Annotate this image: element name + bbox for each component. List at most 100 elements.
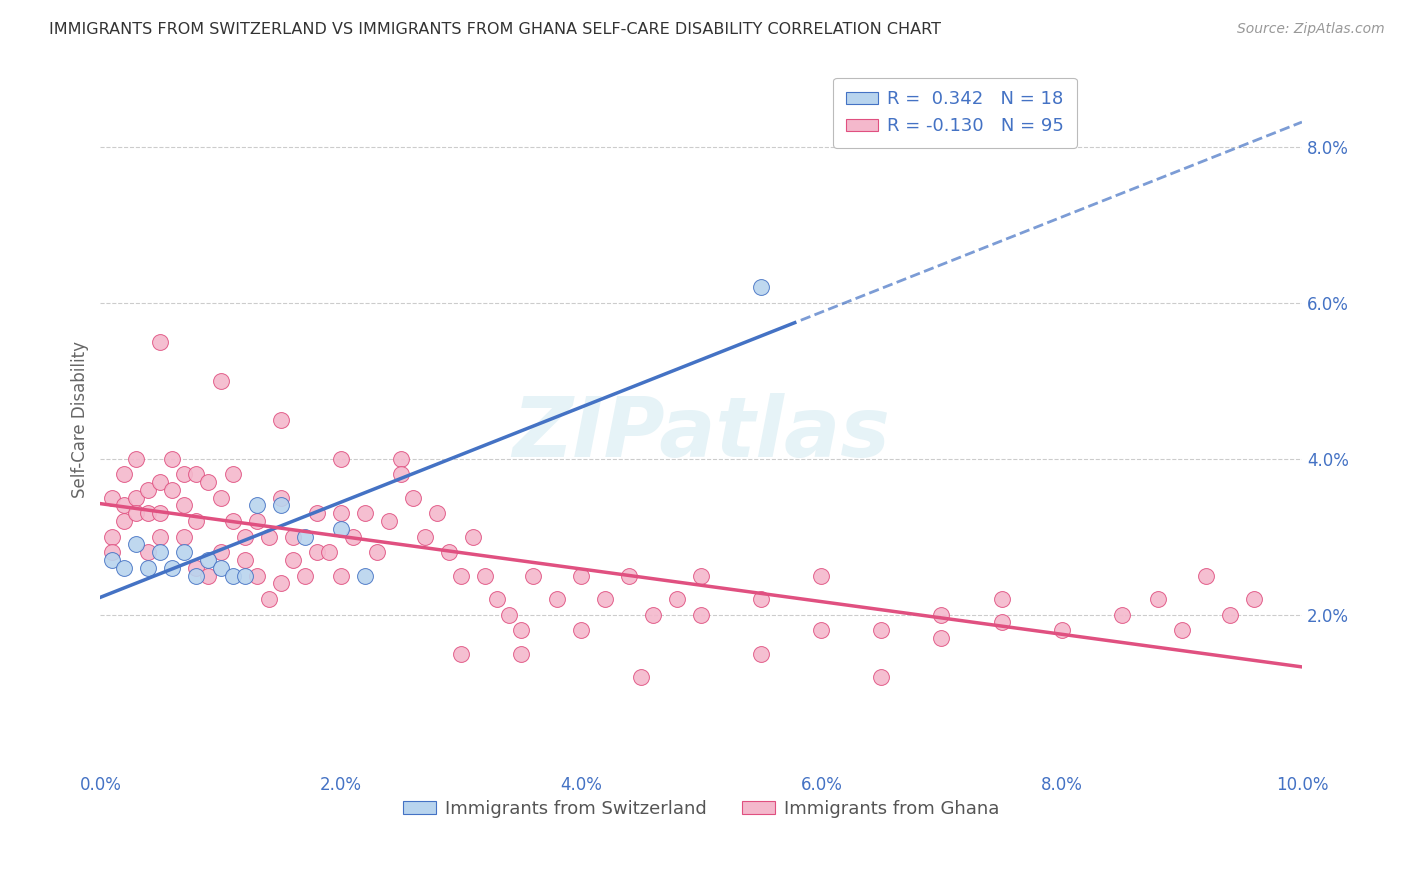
- Point: [149, 530, 172, 544]
- Point: [138, 545, 160, 559]
- Point: [294, 530, 316, 544]
- Point: [749, 647, 772, 661]
- Point: [474, 568, 496, 582]
- Point: [498, 607, 520, 622]
- Point: [233, 568, 256, 582]
- Point: [101, 530, 124, 544]
- Point: [173, 545, 195, 559]
- Point: [221, 568, 243, 582]
- Point: [125, 491, 148, 505]
- Point: [125, 537, 148, 551]
- Point: [162, 483, 184, 497]
- Point: [870, 670, 893, 684]
- Point: [138, 483, 160, 497]
- Point: [138, 506, 160, 520]
- Point: [569, 624, 592, 638]
- Point: [173, 499, 195, 513]
- Point: [209, 545, 232, 559]
- Point: [245, 568, 267, 582]
- Text: ZIPatlas: ZIPatlas: [512, 393, 890, 475]
- Point: [149, 334, 172, 349]
- Point: [509, 624, 531, 638]
- Point: [149, 545, 172, 559]
- Point: [870, 624, 893, 638]
- Point: [749, 280, 772, 294]
- Point: [270, 499, 292, 513]
- Point: [112, 467, 135, 482]
- Point: [546, 592, 568, 607]
- Point: [173, 530, 195, 544]
- Point: [138, 561, 160, 575]
- Point: [1243, 592, 1265, 607]
- Point: [377, 514, 399, 528]
- Point: [101, 545, 124, 559]
- Point: [450, 568, 472, 582]
- Point: [690, 568, 713, 582]
- Point: [270, 491, 292, 505]
- Point: [209, 491, 232, 505]
- Point: [245, 499, 267, 513]
- Point: [162, 451, 184, 466]
- Point: [389, 451, 412, 466]
- Point: [101, 491, 124, 505]
- Point: [112, 514, 135, 528]
- Point: [485, 592, 508, 607]
- Point: [522, 568, 544, 582]
- Point: [353, 506, 375, 520]
- Point: [329, 568, 352, 582]
- Legend: Immigrants from Switzerland, Immigrants from Ghana: Immigrants from Switzerland, Immigrants …: [395, 792, 1007, 825]
- Point: [617, 568, 640, 582]
- Point: [426, 506, 449, 520]
- Point: [1146, 592, 1168, 607]
- Point: [318, 545, 340, 559]
- Text: Source: ZipAtlas.com: Source: ZipAtlas.com: [1237, 22, 1385, 37]
- Point: [329, 451, 352, 466]
- Point: [245, 514, 267, 528]
- Point: [257, 592, 280, 607]
- Y-axis label: Self-Care Disability: Self-Care Disability: [72, 341, 89, 498]
- Point: [270, 576, 292, 591]
- Point: [329, 522, 352, 536]
- Point: [990, 592, 1012, 607]
- Point: [233, 553, 256, 567]
- Point: [305, 506, 328, 520]
- Point: [221, 467, 243, 482]
- Point: [1050, 624, 1073, 638]
- Point: [209, 561, 232, 575]
- Point: [221, 514, 243, 528]
- Point: [305, 545, 328, 559]
- Point: [1171, 624, 1194, 638]
- Point: [569, 568, 592, 582]
- Point: [1219, 607, 1241, 622]
- Point: [1111, 607, 1133, 622]
- Point: [666, 592, 689, 607]
- Point: [173, 467, 195, 482]
- Point: [209, 374, 232, 388]
- Point: [162, 561, 184, 575]
- Point: [990, 615, 1012, 630]
- Point: [810, 624, 832, 638]
- Point: [749, 592, 772, 607]
- Point: [353, 568, 375, 582]
- Point: [630, 670, 652, 684]
- Point: [690, 607, 713, 622]
- Point: [366, 545, 388, 559]
- Point: [450, 647, 472, 661]
- Point: [294, 568, 316, 582]
- Point: [509, 647, 531, 661]
- Point: [112, 499, 135, 513]
- Point: [125, 451, 148, 466]
- Point: [257, 530, 280, 544]
- Point: [186, 568, 208, 582]
- Point: [461, 530, 484, 544]
- Point: [389, 467, 412, 482]
- Point: [1195, 568, 1218, 582]
- Point: [112, 561, 135, 575]
- Point: [413, 530, 436, 544]
- Point: [186, 561, 208, 575]
- Text: IMMIGRANTS FROM SWITZERLAND VS IMMIGRANTS FROM GHANA SELF-CARE DISABILITY CORREL: IMMIGRANTS FROM SWITZERLAND VS IMMIGRANT…: [49, 22, 941, 37]
- Point: [810, 568, 832, 582]
- Point: [402, 491, 425, 505]
- Point: [931, 631, 953, 645]
- Point: [197, 475, 219, 489]
